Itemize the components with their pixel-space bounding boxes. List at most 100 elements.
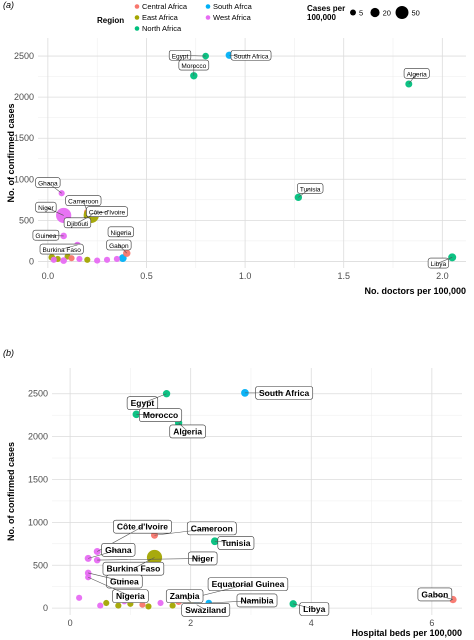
label-south-africa: South Africa bbox=[259, 388, 309, 398]
leader-burkina-faso bbox=[133, 557, 155, 569]
legend: Region Central Africa East Africa North Af… bbox=[97, 2, 420, 33]
point bbox=[113, 255, 120, 263]
panel-a: (a) 0.0 0.5 1.0 1.5 2.0 0 500 1000 1500 2000 2500 No… bbox=[3, 0, 466, 296]
label-djibouti: Djibouti bbox=[67, 221, 89, 228]
point bbox=[115, 602, 122, 609]
leader-libya bbox=[293, 603, 315, 610]
label-swaziland: Swaziland bbox=[185, 605, 226, 615]
point bbox=[97, 602, 104, 609]
y-axis-title: No. of confirmed cases bbox=[6, 103, 16, 202]
y-tick-label: 500 bbox=[33, 560, 48, 570]
label-guinea: Guinea bbox=[35, 233, 56, 240]
legend-size-label-5: 5 bbox=[359, 9, 363, 18]
label-gabon: Gabon bbox=[421, 589, 448, 599]
leader-gabon bbox=[434, 594, 454, 600]
label-nigeria: Nigeria bbox=[116, 591, 145, 601]
y-tick-label: 1500 bbox=[28, 474, 48, 484]
legend-swatch-north-africa bbox=[134, 26, 140, 31]
legend-size-label-20: 20 bbox=[383, 9, 391, 18]
leader-niger bbox=[97, 558, 203, 561]
leader-swaziland bbox=[196, 604, 206, 611]
x-axis-title: Hospital beds per 100,000 bbox=[351, 628, 462, 638]
label-egypt: Egypt bbox=[172, 53, 189, 60]
label-cameroon: Cameroon bbox=[68, 199, 99, 206]
x-tick-label: 0.5 bbox=[140, 271, 153, 281]
legend-swatch-west-africa bbox=[205, 15, 211, 20]
x-tick-label: 2.0 bbox=[436, 271, 449, 281]
leader-tunisia bbox=[298, 188, 311, 198]
leader-ghana bbox=[47, 182, 62, 194]
label-egypt: Egypt bbox=[131, 398, 155, 408]
legend-label-west-africa: West Africa bbox=[213, 13, 252, 22]
point bbox=[157, 599, 164, 607]
leader-tunisia bbox=[214, 540, 236, 544]
legend-label-south-afrca: South Afrca bbox=[213, 2, 253, 11]
leader-guinea bbox=[88, 572, 125, 582]
leader-niger bbox=[45, 206, 64, 216]
label-algeria: Algeria bbox=[173, 426, 202, 436]
label-libya: Libya bbox=[303, 604, 325, 614]
leader-cote-d-ivoire bbox=[91, 211, 108, 215]
leader-djibouti bbox=[77, 215, 92, 224]
y-tick-label: 0 bbox=[43, 603, 48, 613]
leader-egypt bbox=[142, 393, 167, 404]
label-niger: Niger bbox=[38, 205, 54, 212]
y-tick-label: 2000 bbox=[14, 92, 34, 102]
legend-swatch-south-afrca bbox=[205, 4, 211, 9]
point-ghana bbox=[58, 190, 65, 197]
y-tick-label: 1000 bbox=[14, 174, 34, 184]
legend-title-size-line2: 100,000 bbox=[307, 13, 336, 22]
legend-size-dot-5 bbox=[350, 9, 356, 16]
legend-size-dot-20 bbox=[370, 7, 380, 18]
point-labels: Egypt South Africa Morocco Algeria Tunisia Li… bbox=[88, 386, 454, 617]
y-tick-label: 2000 bbox=[28, 432, 48, 442]
legend-label-north-africa: North Africa bbox=[142, 24, 182, 33]
legend-size-dot-50 bbox=[395, 6, 409, 19]
label-south-africa: South Africa bbox=[233, 53, 268, 60]
point bbox=[139, 601, 146, 608]
point bbox=[84, 256, 91, 263]
y-tick-label: 1000 bbox=[28, 517, 48, 527]
label-burkina-faso: Burkina Faso bbox=[106, 564, 160, 574]
point bbox=[50, 256, 57, 263]
label-algeria: Algeria bbox=[407, 71, 428, 78]
panel-label: (a) bbox=[3, 0, 14, 10]
label-tunisia: Tunisia bbox=[221, 538, 250, 548]
label-zambia: Zambia bbox=[170, 591, 200, 601]
label-niger: Niger bbox=[192, 553, 214, 563]
x-tick-label: 0.0 bbox=[42, 271, 55, 281]
leader-cameroon bbox=[154, 528, 212, 536]
label-tunisia: Tunisia bbox=[300, 186, 321, 193]
gridlines bbox=[38, 38, 466, 268]
legend-label-east-africa: East Africa bbox=[142, 13, 179, 22]
point-niger bbox=[93, 556, 101, 564]
point bbox=[60, 257, 67, 264]
y-axis-title: No. of confirmed cases bbox=[6, 442, 16, 541]
label-cote-d-ivoire: Côte d'Ivoire bbox=[117, 522, 168, 532]
point bbox=[103, 256, 111, 263]
point bbox=[169, 602, 176, 609]
label-cote-d-ivoire: Côte d'Ivoire bbox=[89, 210, 126, 217]
y-tick-label: 500 bbox=[19, 215, 34, 225]
legend-swatch-east-africa bbox=[134, 15, 140, 20]
legend-label-central-africa: Central Africa bbox=[142, 2, 188, 11]
x-tick-label: 1.0 bbox=[239, 271, 252, 281]
y-tick-label: 2500 bbox=[14, 51, 34, 61]
point bbox=[76, 255, 83, 263]
point bbox=[145, 603, 152, 610]
point bbox=[76, 594, 83, 601]
leader-zambia bbox=[184, 595, 191, 603]
label-cameroon: Cameroon bbox=[191, 523, 233, 533]
x-axis-title: No. doctors per 100,000 bbox=[364, 286, 466, 296]
x-tick-label: 0 bbox=[68, 618, 73, 628]
leader-burkina-faso bbox=[61, 244, 78, 250]
label-gabon: Gabon bbox=[109, 243, 129, 250]
leader-libya bbox=[438, 257, 453, 264]
point bbox=[68, 255, 75, 262]
leader-nigeria bbox=[88, 576, 131, 597]
leader-algeria bbox=[408, 73, 417, 85]
panel-label: (b) bbox=[3, 348, 14, 358]
leader-gabon bbox=[118, 244, 127, 254]
